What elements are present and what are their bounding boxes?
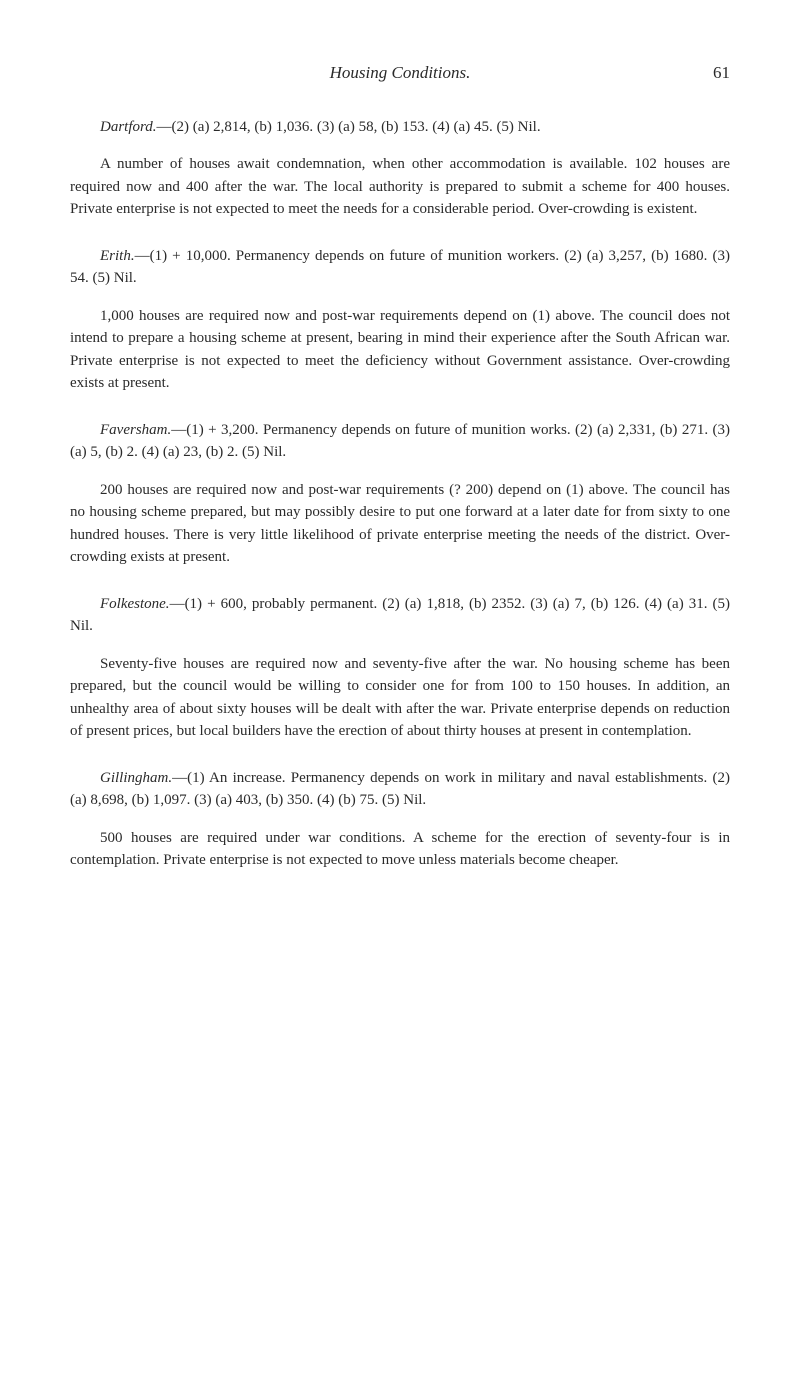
entry-erith: Erith.—(1) + 10,000. Permanency depends …: [70, 245, 730, 395]
place-name: Faversham.: [100, 422, 171, 438]
entry-gillingham: Gillingham.—(1) An increase. Permanency …: [70, 767, 730, 872]
entry-body: Seventy-five houses are required now and…: [70, 653, 730, 743]
header-title: Housing Conditions.: [330, 60, 471, 86]
entry-body: 200 houses are required now and post-war…: [70, 479, 730, 569]
place-name: Erith.: [100, 248, 135, 264]
entry-data: —(1) + 10,000. Permanency depends on fut…: [70, 248, 730, 287]
entry-body: 500 houses are required under war condit…: [70, 827, 730, 872]
entry-data: —(1) + 600, probably permanent. (2) (a) …: [70, 596, 730, 635]
entry-head: Gillingham.—(1) An increase. Permanency …: [70, 767, 730, 812]
entry-data: —(2) (a) 2,814, (b) 1,036. (3) (a) 58, (…: [157, 119, 541, 135]
entry-folkestone: Folkestone.—(1) + 600, probably permanen…: [70, 593, 730, 743]
entry-head: Folkestone.—(1) + 600, probably permanen…: [70, 593, 730, 638]
entry-head: Erith.—(1) + 10,000. Permanency depends …: [70, 245, 730, 290]
entry-dartford: Dartford.—(2) (a) 2,814, (b) 1,036. (3) …: [70, 116, 730, 221]
place-name: Dartford.: [100, 119, 157, 135]
place-name: Folkestone.: [100, 596, 170, 612]
entry-head: Faversham.—(1) + 3,200. Permanency depen…: [70, 419, 730, 464]
page-number: 61: [713, 60, 730, 86]
entry-faversham: Faversham.—(1) + 3,200. Permanency depen…: [70, 419, 730, 569]
entry-head: Dartford.—(2) (a) 2,814, (b) 1,036. (3) …: [70, 116, 730, 139]
entry-body: 1,000 houses are required now and post-w…: [70, 305, 730, 395]
place-name: Gillingham.: [100, 770, 172, 786]
page-header: Housing Conditions. 61: [70, 60, 730, 86]
entry-body: A number of houses await condemnation, w…: [70, 153, 730, 221]
